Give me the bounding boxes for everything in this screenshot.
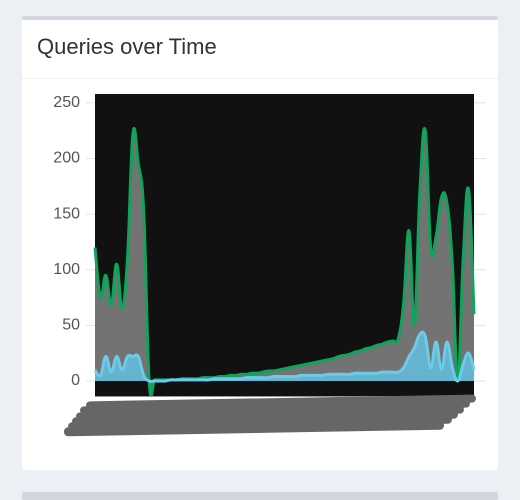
series-area [95,332,474,382]
y-tick-label: 200 [53,150,80,167]
series-line [93,330,476,383]
y-tick-label: 150 [53,205,80,222]
redacted-label [64,420,444,437]
y-tick-label: 250 [53,94,80,111]
card-top-border [22,16,498,20]
y-tick-label: 0 [71,372,80,389]
y-tick-label: 100 [53,261,80,278]
series-layer [93,126,476,398]
y-tick-label: 50 [62,317,80,334]
card-title: Queries over Time [37,34,217,59]
next-card-border [22,492,498,500]
redacted-x-labels [64,394,476,437]
